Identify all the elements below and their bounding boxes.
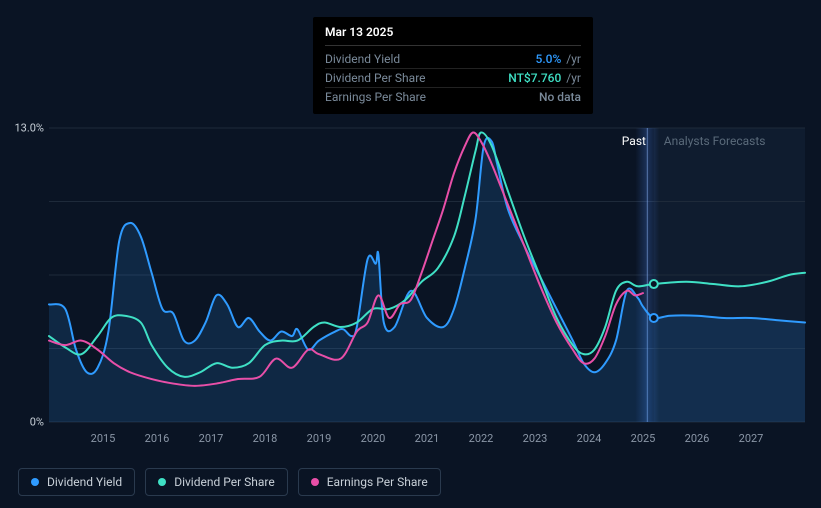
tooltip-row: Dividend Per Share NT$7.760 /yr (325, 69, 581, 88)
legend-label: Dividend Yield (47, 475, 122, 489)
x-axis-label: 2027 (739, 432, 764, 445)
legend-dot-icon (311, 478, 319, 486)
tooltip-date: Mar 13 2025 (325, 25, 581, 46)
tooltip-metric-label: Earnings Per Share (325, 90, 426, 104)
tooltip-metric-value: No data (539, 90, 581, 104)
x-axis-label: 2022 (469, 432, 494, 445)
x-axis-label: 2023 (523, 432, 548, 445)
legend-item[interactable]: Dividend Yield (18, 468, 135, 496)
y-axis-label: 13.0% (14, 122, 44, 135)
x-axis-label: 2018 (253, 432, 278, 445)
x-axis-label: 2019 (307, 432, 332, 445)
tooltip-row: Earnings Per Share No data (325, 88, 581, 106)
tooltip-metric-label: Dividend Per Share (325, 71, 426, 85)
legend-dot-icon (31, 478, 39, 486)
x-axis-label: 2024 (577, 432, 602, 445)
x-axis-label: 2021 (415, 432, 440, 445)
tooltip-row: Dividend Yield 5.0% /yr (325, 50, 581, 69)
section-label-past: Past (622, 134, 646, 148)
chart-legend: Dividend Yield Dividend Per Share Earnings… (18, 468, 441, 496)
legend-item[interactable]: Earnings Per Share (298, 468, 441, 496)
x-axis-label: 2016 (145, 432, 170, 445)
tooltip-metric-value: 5.0% /yr (536, 52, 581, 66)
section-label-forecast: Analysts Forecasts (664, 134, 766, 148)
legend-label: Earnings Per Share (327, 475, 428, 489)
x-axis-label: 2020 (361, 432, 386, 445)
chart-canvas (0, 100, 821, 460)
x-axis-label: 2026 (685, 432, 710, 445)
chart-tooltip: Mar 13 2025 Dividend Yield5.0% /yrDivide… (313, 17, 593, 114)
x-axis-label: 2015 (91, 432, 116, 445)
x-axis-label: 2025 (631, 432, 656, 445)
x-axis-label: 2017 (199, 432, 224, 445)
legend-label: Dividend Per Share (174, 475, 275, 489)
dividend-chart: 13.0% 0% 2015 2016 2017 2018 2019 2020 2021 2022… (0, 100, 821, 460)
legend-item[interactable]: Dividend Per Share (145, 468, 288, 496)
y-axis-label: 0% (30, 416, 44, 429)
legend-dot-icon (158, 478, 166, 486)
tooltip-metric-value: NT$7.760 /yr (508, 71, 581, 85)
tooltip-metric-label: Dividend Yield (325, 52, 400, 66)
